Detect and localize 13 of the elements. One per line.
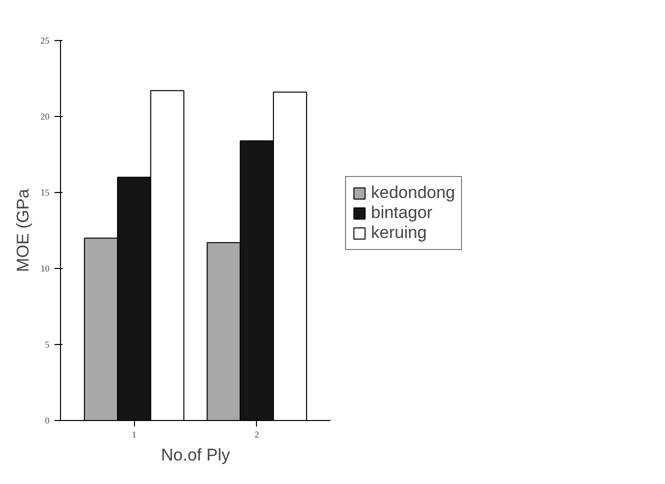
y-tick-label: 15 [40, 188, 50, 198]
y-tick-label: 0 [45, 416, 50, 426]
y-tick-label: 20 [40, 112, 50, 122]
legend-label: bintagor [371, 203, 432, 223]
x-tick-label: 1 [132, 430, 136, 440]
x-axis-title: No.of Ply [161, 446, 230, 464]
y-tick-label: 25 [40, 36, 50, 46]
x-tick-label: 2 [254, 430, 260, 440]
y-axis-title: MOE (GPa [14, 188, 32, 272]
legend-label: kedondong [371, 183, 456, 203]
legend-label: keruing [371, 223, 427, 243]
y-tick-label: 10 [40, 264, 50, 274]
y-tick-label: 5 [45, 340, 50, 350]
